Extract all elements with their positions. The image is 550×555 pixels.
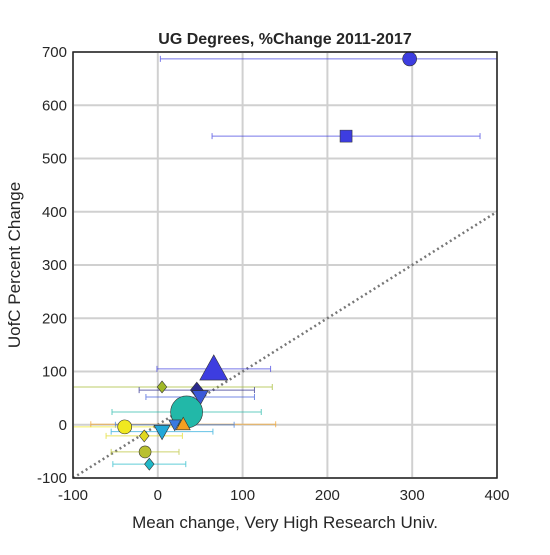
y-tick-label: 500 <box>42 151 67 168</box>
point <box>168 419 182 432</box>
chart-title: UG Degrees, %Change 2011-2017 <box>158 31 412 48</box>
x-tick-label: 200 <box>315 487 340 504</box>
y-tick-label: 300 <box>42 257 67 274</box>
point <box>117 419 133 435</box>
point <box>339 129 353 143</box>
point <box>175 416 191 431</box>
plot-frame <box>72 51 498 479</box>
plot-area <box>73 52 497 471</box>
point <box>402 52 417 67</box>
y-tick-label: 0 <box>59 417 67 434</box>
x-tick-label: 0 <box>154 487 162 504</box>
point <box>191 390 209 406</box>
reference-line <box>72 210 498 480</box>
point <box>144 457 155 471</box>
y-tick-label: -100 <box>37 470 67 487</box>
y-axis-label: UofC Percent Change <box>5 182 24 348</box>
point <box>156 380 168 394</box>
y-tick-label: 700 <box>42 44 67 61</box>
x-tick-label: 400 <box>484 487 509 504</box>
x-tick-label: 100 <box>230 487 255 504</box>
point <box>139 429 150 443</box>
y-tick-label: 100 <box>42 364 67 381</box>
x-tick-label: -100 <box>58 487 88 504</box>
point <box>138 445 152 459</box>
x-tick-label: 300 <box>400 487 425 504</box>
point <box>153 424 171 441</box>
y-tick-label: 200 <box>42 310 67 327</box>
y-tick-label: 600 <box>42 97 67 114</box>
point <box>199 354 229 381</box>
x-axis-label: Mean change, Very High Research Univ. <box>132 513 438 532</box>
y-tick-label: 400 <box>42 204 67 221</box>
